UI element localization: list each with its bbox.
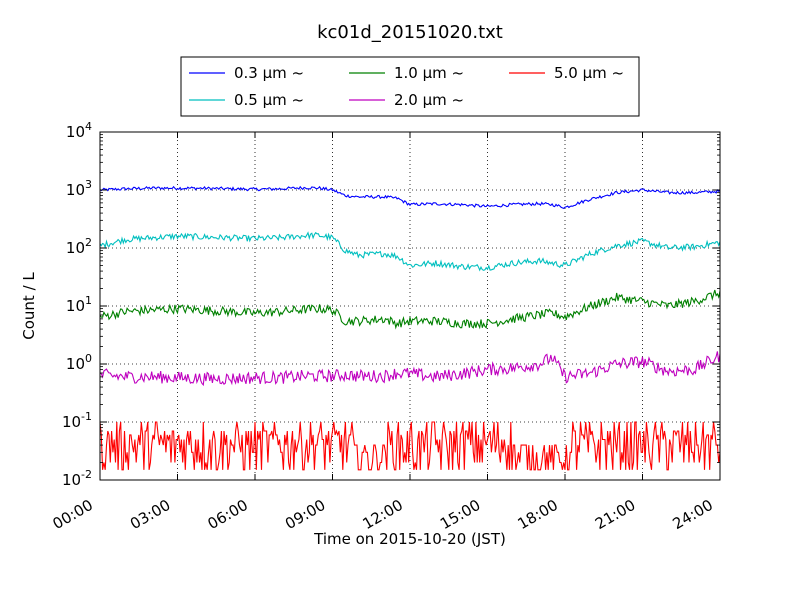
legend-box: [180, 56, 640, 117]
series-line: [99, 231, 721, 272]
y-tick-label: 10-2: [62, 468, 92, 489]
series-line: [99, 289, 721, 330]
series-line: [99, 351, 721, 387]
y-tick-label: 101: [66, 294, 92, 315]
legend-label: 1.0 μm ~: [394, 64, 464, 82]
legend-label: 5.0 μm ~: [554, 64, 624, 82]
x-axis-label: Time on 2015-10-20 (JST): [313, 530, 506, 548]
y-tick-label: 10-1: [62, 410, 92, 431]
y-axis-label: Count / L: [20, 272, 38, 340]
series-lines: [99, 185, 721, 471]
y-tick-label: 102: [66, 236, 92, 257]
legend-label: 2.0 μm ~: [394, 91, 464, 109]
series-line: [99, 185, 721, 210]
chart-title: kc01d_20151020.txt: [317, 22, 503, 43]
legend-label: 0.3 μm ~: [234, 64, 304, 82]
legend: 0.3 μm ~ 0.5 μm ~ 1.0 μm ~ 2.0 μm ~ 5.0 μm ~: [180, 56, 640, 117]
series-line: [99, 421, 721, 471]
y-tick-label: 104: [66, 120, 92, 141]
y-tick-label: 100: [66, 352, 92, 373]
y-tick-label: 103: [66, 178, 92, 199]
legend-label: 0.5 μm ~: [234, 91, 304, 109]
